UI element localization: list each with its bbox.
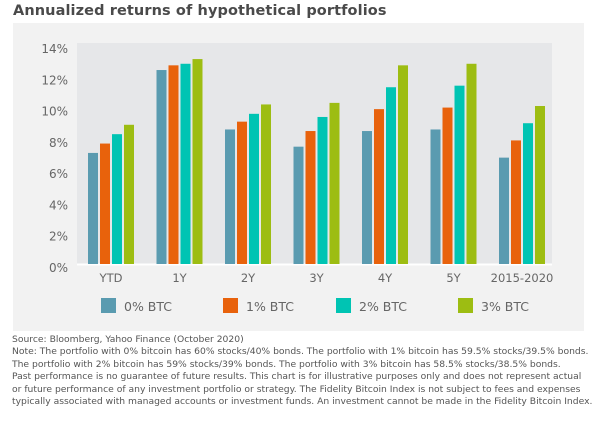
legend-swatch	[336, 298, 351, 313]
source-note: Source: Bloomberg, Yahoo Finance (Octobe…	[12, 334, 244, 345]
note-line: Note: The portfolio with 0% bitcoin has …	[12, 346, 589, 358]
chart-notes: Source: Bloomberg, Yahoo Finance (Octobe…	[12, 334, 600, 408]
bar	[180, 63, 191, 265]
note-line: or future performance of any investment …	[12, 383, 581, 395]
x-tick-label: YTD	[99, 271, 123, 285]
bar	[511, 140, 521, 264]
bar	[305, 131, 316, 264]
note-line: The portfolio with 2% bitcoin has 59% st…	[12, 358, 561, 370]
bar	[249, 113, 259, 264]
bar	[293, 146, 304, 264]
bar-chart: 0% 2% 4% 6% 8% 10% 12% 14% YTD 1Y 2Y 3Y 4Y 5Y 2015-202…	[41, 42, 554, 314]
bar	[466, 63, 477, 265]
bar	[454, 85, 465, 265]
note-line: typically associated with managed accoun…	[12, 396, 593, 408]
y-tick-label: 6%	[49, 167, 68, 181]
legend-swatch	[101, 298, 116, 313]
x-tick-label: 3Y	[309, 271, 324, 285]
bar	[430, 129, 441, 264]
legend-swatch	[223, 298, 238, 313]
x-tick-label: 2Y	[241, 271, 256, 285]
bar	[329, 102, 340, 264]
legend-label: 3% BTC	[481, 299, 529, 314]
bar	[535, 106, 545, 264]
bar	[523, 123, 533, 264]
bar	[168, 65, 179, 264]
x-tick-label: 5Y	[446, 271, 461, 285]
y-tick-label: 2%	[49, 230, 68, 244]
y-tick-label: 0%	[49, 261, 68, 275]
legend-label: 0% BTC	[124, 299, 172, 314]
bar	[499, 157, 509, 264]
x-tick-label: 1Y	[172, 271, 187, 285]
y-tick-label: 10%	[41, 105, 68, 119]
bar	[374, 109, 384, 264]
y-tick-label: 14%	[41, 42, 68, 56]
bar	[112, 134, 122, 264]
bar	[442, 107, 453, 264]
note-line: Past performance is no guarantee of futu…	[12, 371, 582, 383]
bar	[237, 121, 247, 265]
bar	[124, 124, 134, 265]
x-tick-label: 2015-2020	[491, 271, 554, 285]
y-tick-label: 4%	[49, 198, 68, 212]
bar	[398, 65, 408, 264]
bar	[192, 59, 203, 265]
chart-title: Annualized returns of hypothetical portf…	[13, 3, 387, 19]
bar	[362, 131, 372, 264]
bar	[100, 143, 110, 264]
legend-swatch	[458, 298, 473, 313]
bar	[317, 116, 328, 264]
bar	[261, 104, 271, 264]
bar	[88, 152, 98, 264]
bar	[225, 129, 235, 264]
bar	[386, 87, 396, 264]
legend-label: 2% BTC	[359, 299, 407, 314]
x-tick-label: 4Y	[378, 271, 393, 285]
bar	[156, 70, 167, 265]
y-tick-label: 12%	[41, 73, 68, 87]
y-tick-label: 8%	[49, 136, 68, 150]
legend-label: 1% BTC	[246, 299, 294, 314]
